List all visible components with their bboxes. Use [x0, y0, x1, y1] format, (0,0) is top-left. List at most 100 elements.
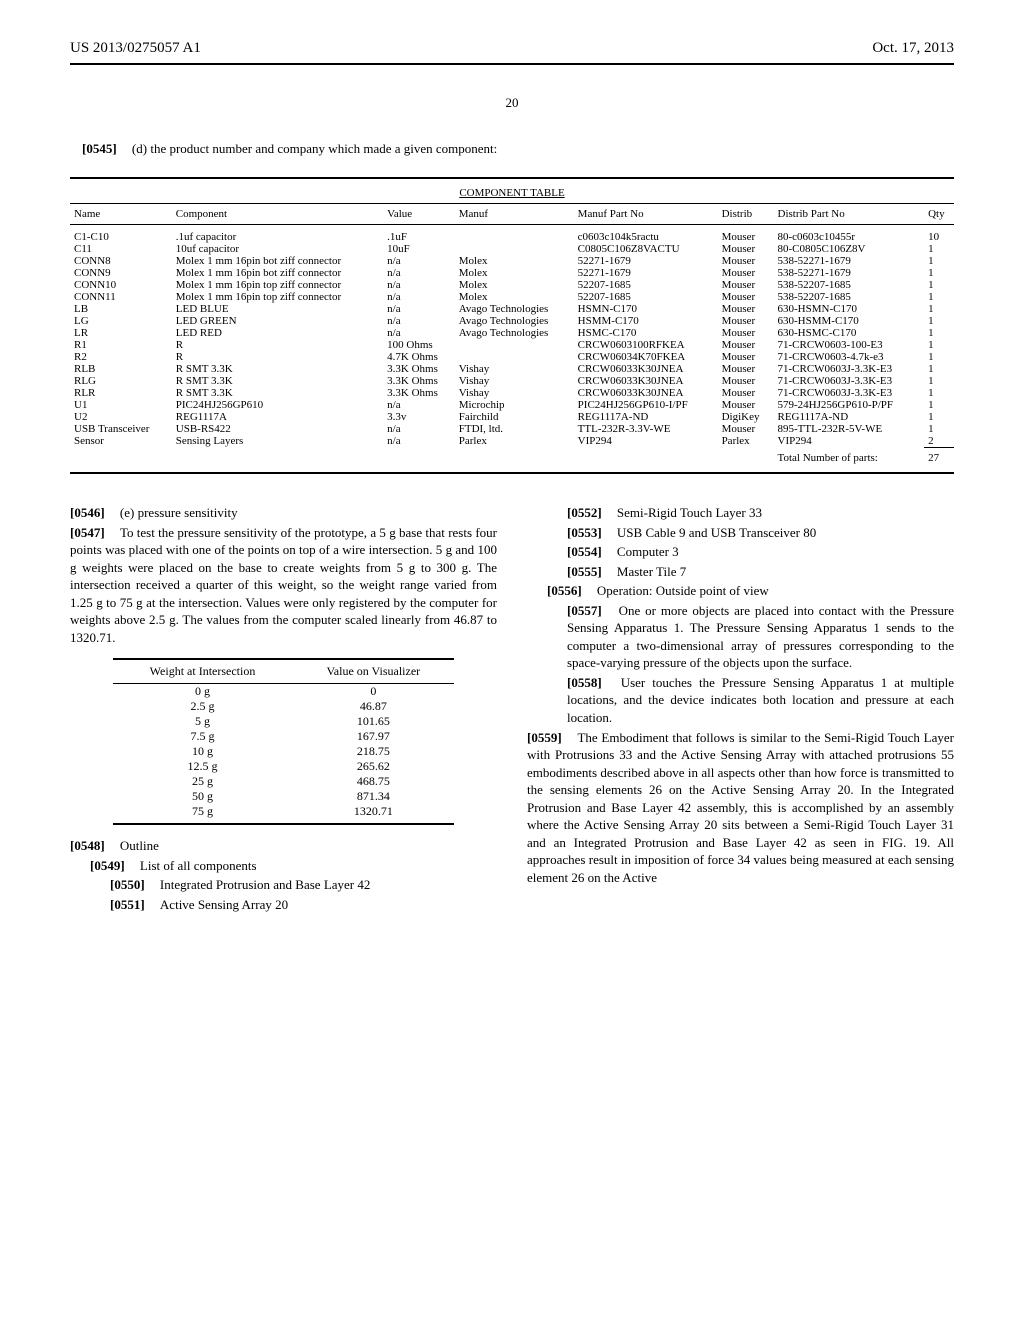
para-0550: [0550] Integrated Protrusion and Base La… — [70, 876, 497, 894]
table-cell: 538-52271-1679 — [774, 255, 925, 267]
para-text: Outline — [120, 838, 159, 853]
para-text: Integrated Protrusion and Base Layer 42 — [160, 877, 370, 892]
table-cell: LG — [70, 315, 172, 327]
table-cell: 630-HSMN-C170 — [774, 303, 925, 315]
para-text: Computer 3 — [617, 544, 679, 559]
table-row: C1110uf capacitor10uFC0805C106Z8VACTUMou… — [70, 243, 954, 255]
table-cell: CONN9 — [70, 267, 172, 279]
para-0546: [0546] (e) pressure sensitivity — [70, 504, 497, 522]
table-cell: LED BLUE — [172, 303, 383, 315]
table-row: CONN9Molex 1 mm 16pin bot ziff connector… — [70, 267, 954, 279]
table-cell: REG1117A-ND — [774, 411, 925, 423]
para-num: [0554] — [567, 544, 602, 559]
table-cell: LB — [70, 303, 172, 315]
para-0552: [0552] Semi-Rigid Touch Layer 33 — [527, 504, 954, 522]
table-cell: 0 — [292, 684, 454, 700]
para-0554: [0554] Computer 3 — [527, 543, 954, 561]
para-0559: [0559] The Embodiment that follows is si… — [527, 729, 954, 887]
table-row: RLGR SMT 3.3K3.3K OhmsVishayCRCW06033K30… — [70, 375, 954, 387]
para-0553: [0553] USB Cable 9 and USB Transceiver 8… — [527, 524, 954, 542]
col-manuf-part: Manuf Part No — [574, 204, 718, 225]
table-cell: n/a — [383, 435, 455, 448]
table-row: 5 g101.65 — [113, 714, 455, 729]
weight-table-header: Weight at Intersection Value on Visualiz… — [113, 659, 455, 684]
table-row: 12.5 g265.62 — [113, 759, 455, 774]
para-num: [0548] — [70, 838, 105, 853]
table-cell: 871.34 — [292, 789, 454, 804]
table-cell: Sensing Layers — [172, 435, 383, 448]
table-row: 2.5 g46.87 — [113, 699, 455, 714]
table-row: RLRR SMT 3.3K3.3K OhmsVishayCRCW06033K30… — [70, 387, 954, 399]
para-num: [0546] — [70, 505, 105, 520]
table-cell: 1320.71 — [292, 804, 454, 823]
table-cell: Mouser — [718, 255, 774, 267]
table-cell: 101.65 — [292, 714, 454, 729]
table-cell: Molex 1 mm 16pin bot ziff connector — [172, 255, 383, 267]
table-cell — [455, 225, 574, 244]
table-cell: .1uF — [383, 225, 455, 244]
component-table-header-row: Name Component Value Manuf Manuf Part No… — [70, 204, 954, 225]
table-cell: 895-TTL-232R-5V-WE — [774, 423, 925, 435]
table-cell: 1 — [924, 387, 954, 399]
para-0556: [0556] Operation: Outside point of view — [527, 582, 954, 600]
table-row: 25 g468.75 — [113, 774, 455, 789]
table-cell: PIC24HJ256GP610 — [172, 399, 383, 411]
table-cell: Mouser — [718, 267, 774, 279]
table-cell: n/a — [383, 267, 455, 279]
table-cell: R — [172, 351, 383, 363]
table-cell: n/a — [383, 399, 455, 411]
two-column-body: [0546] (e) pressure sensitivity [0547] T… — [70, 504, 954, 916]
para-text: (e) pressure sensitivity — [120, 505, 238, 520]
table-row: RLBR SMT 3.3K3.3K OhmsVishayCRCW06033K30… — [70, 363, 954, 375]
table-row: CONN8Molex 1 mm 16pin bot ziff connector… — [70, 255, 954, 267]
table-cell: n/a — [383, 327, 455, 339]
patent-date: Oct. 17, 2013 — [872, 40, 954, 57]
table-cell: Molex 1 mm 16pin bot ziff connector — [172, 267, 383, 279]
table-cell: Mouser — [718, 315, 774, 327]
para-0555: [0555] Master Tile 7 — [527, 563, 954, 581]
table-cell: 7.5 g — [113, 729, 293, 744]
table-cell: n/a — [383, 423, 455, 435]
table-cell: Molex — [455, 255, 574, 267]
table-cell: CONN8 — [70, 255, 172, 267]
table-cell: 1 — [924, 243, 954, 255]
table-cell: PIC24HJ256GP610-I/PF — [574, 399, 718, 411]
intro-paragraph: [0545] (d) the product number and compan… — [70, 141, 954, 157]
table-cell: TTL-232R-3.3V-WE — [574, 423, 718, 435]
col-distrib-part: Distrib Part No — [774, 204, 925, 225]
table-row: LBLED BLUEn/aAvago TechnologiesHSMN-C170… — [70, 303, 954, 315]
table-cell: Mouser — [718, 339, 774, 351]
table-cell: n/a — [383, 315, 455, 327]
para-num: [0559] — [527, 730, 562, 745]
col-name: Name — [70, 204, 172, 225]
table-cell: 1 — [924, 279, 954, 291]
table-cell: R SMT 3.3K — [172, 375, 383, 387]
table-cell: CRCW06033K30JNEA — [574, 363, 718, 375]
para-num: [0547] — [70, 525, 105, 540]
table-cell: RLR — [70, 387, 172, 399]
component-table-body: C1-C10.1uf capacitor.1uFc0603c104k5ractu… — [70, 225, 954, 465]
table-cell: CRCW0603100RFKEA — [574, 339, 718, 351]
table-cell: 1 — [924, 267, 954, 279]
table-cell: 52207-1685 — [574, 291, 718, 303]
table-cell: 468.75 — [292, 774, 454, 789]
table-cell: C11 — [70, 243, 172, 255]
table-cell: 2.5 g — [113, 699, 293, 714]
para-num: [0552] — [567, 505, 602, 520]
table-cell: RLG — [70, 375, 172, 387]
table-cell: 1 — [924, 363, 954, 375]
col-distrib: Distrib — [718, 204, 774, 225]
table-cell: LED GREEN — [172, 315, 383, 327]
table-cell: U2 — [70, 411, 172, 423]
value-col-header: Value on Visualizer — [292, 659, 454, 684]
table-cell: VIP294 — [574, 435, 718, 448]
table-cell: 265.62 — [292, 759, 454, 774]
table-cell: CONN10 — [70, 279, 172, 291]
table-cell: 75 g — [113, 804, 293, 823]
table-cell: 50 g — [113, 789, 293, 804]
table-cell: 1 — [924, 399, 954, 411]
table-cell: Sensor — [70, 435, 172, 448]
para-text: One or more objects are placed into cont… — [567, 603, 954, 671]
table-cell: 71-CRCW0603J-3.3K-E3 — [774, 387, 925, 399]
table-cell: HSMM-C170 — [574, 315, 718, 327]
